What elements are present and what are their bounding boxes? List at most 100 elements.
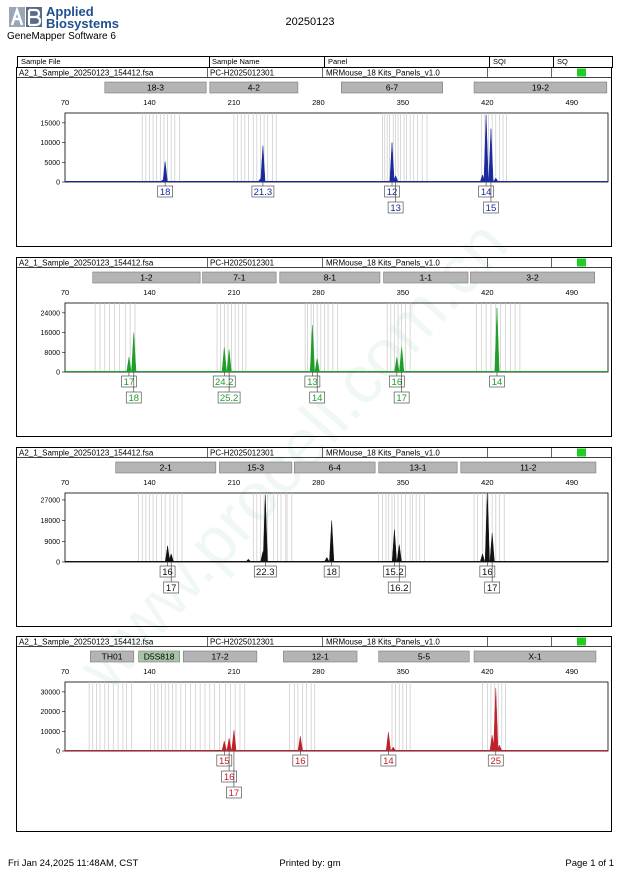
marker-bar [138,650,180,663]
col-sqi: SQI [493,57,506,66]
signal-peak [493,177,499,182]
marker-label: 18-3 [147,83,164,93]
allele-call-box [323,565,340,578]
allele-call-label: 15 [219,756,230,767]
plot-frame [64,302,609,373]
y-tick-label: 0 [56,370,60,377]
allele-call-box [216,754,233,767]
x-tick-label: 350 [397,98,410,107]
y-tick-label: 16000 [41,330,61,337]
x-tick-label: 350 [397,667,410,676]
quality-status-indicator [577,258,586,267]
signal-peak [391,529,397,562]
signal-peak [493,687,499,751]
allele-call-label: 14 [492,377,503,388]
marker-label: 17-2 [212,652,229,662]
marker-label: 8-1 [324,273,337,283]
sample-file: A2_1_Sample_20250123_154412.fsa [19,259,154,268]
signal-peak [297,736,303,751]
y-tick-label: 8000 [44,350,60,357]
col-divider [489,57,490,67]
col-divider [324,57,325,67]
signal-peak [262,495,268,562]
page-number: Page 1 of 1 [565,858,614,869]
allele-call-label: 17 [124,377,135,388]
software-name: GeneMapper Software 6 [7,31,116,42]
allele-call-box [383,565,406,578]
x-tick-label: 280 [312,98,325,107]
marker-bar [383,271,469,284]
marker-bar [283,650,358,663]
marker-bar [473,650,597,663]
x-tick-label: 350 [397,288,410,297]
electropherogram-panel-1: A2_1_Sample_20250123_154412.fsa PC-H20250… [16,67,612,247]
marker-bar [378,461,458,474]
marker-label: 2-1 [160,463,173,473]
allele-call-label: 16 [392,377,403,388]
allele-call-box [393,391,410,404]
y-tick-label: 0 [56,180,60,187]
signal-peak [226,349,232,372]
col-sq: SQ [557,57,568,66]
marker-label: 11-2 [520,463,537,473]
x-tick-label: 140 [143,288,156,297]
allele-call-label: 17 [396,393,407,404]
sample-file: A2_1_Sample_20250123_154412.fsa [19,69,154,78]
x-tick-label: 420 [481,288,494,297]
panel-frame [16,636,612,832]
marker-label: D5S818 [144,652,175,662]
y-tick-label: 30000 [41,689,61,696]
quality-status-indicator [577,637,586,646]
y-tick-label: 20000 [41,709,61,716]
allele-call-label: 16 [482,567,493,578]
marker-bar [202,271,277,284]
allele-call-box [487,754,504,767]
sample-file: A2_1_Sample_20250123_154412.fsa [19,638,154,647]
marker-label: 7-1 [233,273,246,283]
marker-label: 6-7 [386,83,399,93]
x-tick-label: 210 [228,478,241,487]
marker-bar [209,81,299,94]
y-tick-label: 18000 [41,518,61,525]
panel-name: MRMouse_18 Kits_Panels_v1.0 [326,638,440,647]
allele-call-label: 15 [486,203,497,214]
signal-peak [159,179,166,182]
plot-frame [64,492,609,563]
signal-peak [479,553,486,562]
marker-bar [90,650,135,663]
panel-name: MRMouse_18 Kits_Panels_v1.0 [326,69,440,78]
marker-label: 5-5 [418,652,431,662]
marker-bar [182,650,258,663]
allele-call-box [479,565,496,578]
allele-call-label: 18 [128,393,139,404]
panel-frame [16,67,612,247]
plot-frame [64,112,609,183]
marker-label: 15-3 [247,463,264,473]
x-tick-label: 140 [143,667,156,676]
marker-label: 4-2 [248,83,261,93]
allele-call-box [483,201,499,214]
allele-call-box [387,581,411,594]
allele-call-box [121,375,137,388]
sample-name: PC-H2025012301 [210,69,275,78]
signal-peak [131,332,137,372]
marker-bar [341,81,443,94]
signal-peak [221,741,227,751]
col-sample-name: Sample Name [212,57,260,66]
signal-peak [385,732,391,751]
sample-file: A2_1_Sample_20250123_154412.fsa [19,449,154,458]
panel-name: MRMouse_18 Kits_Panels_v1.0 [326,259,440,268]
printed-by: Printed by: gm [279,858,341,869]
allele-call-label: 25 [490,756,501,767]
y-tick-label: 0 [56,560,60,567]
marker-bar [92,271,201,284]
signal-peak [393,174,399,182]
signal-peak [309,325,315,372]
allele-call-box [217,391,241,404]
brand-line-1: Applied [46,4,94,19]
y-tick-label: 15000 [41,120,61,127]
marker-bar [115,461,217,474]
y-tick-label: 9000 [44,539,60,546]
signal-peak [389,142,395,182]
allele-call-label: 13 [307,377,318,388]
